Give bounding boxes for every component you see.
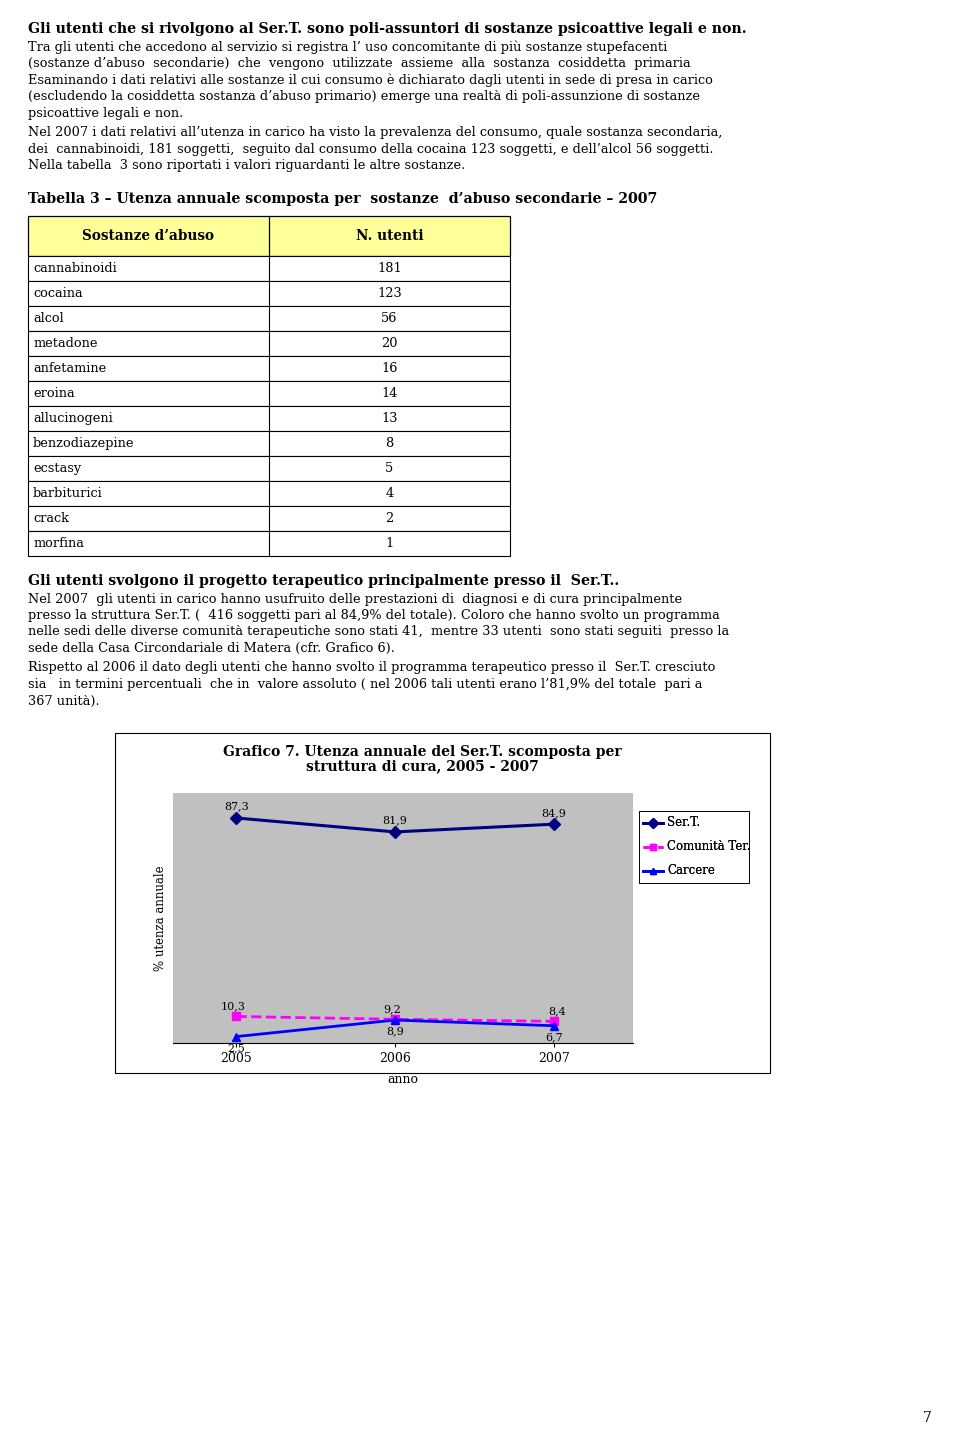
Text: eroina: eroina <box>33 387 75 400</box>
Text: cannabinoidi: cannabinoidi <box>33 262 117 275</box>
Text: 367 unità).: 367 unità). <box>28 695 100 708</box>
Text: 4: 4 <box>385 486 394 499</box>
Text: 8: 8 <box>385 437 394 450</box>
Text: Ser.T.: Ser.T. <box>667 816 700 829</box>
Bar <box>28 256 510 281</box>
Line: Ser.T.: Ser.T. <box>232 814 558 836</box>
Text: 123: 123 <box>377 286 402 299</box>
Ser.T. <box>390 823 401 840</box>
Text: presso la struttura Ser.T. (  416 soggetti pari al 84,9% del totale). Coloro che: presso la struttura Ser.T. ( 416 soggett… <box>28 609 720 622</box>
Text: Gli utenti che si rivolgono al Ser.T. sono poli-assuntori di sostanze psicoattiv: Gli utenti che si rivolgono al Ser.T. so… <box>28 22 747 36</box>
Text: cocaina: cocaina <box>33 286 83 299</box>
Ser.T. <box>548 816 560 833</box>
Text: Carcere: Carcere <box>667 865 715 878</box>
Text: metadone: metadone <box>33 337 98 350</box>
Comunità Ter. <box>390 1010 401 1027</box>
Bar <box>28 507 510 531</box>
Text: 2: 2 <box>385 512 394 525</box>
Text: 13: 13 <box>381 412 397 425</box>
Text: Rispetto al 2006 il dato degli utenti che hanno svolto il programma terapeutico : Rispetto al 2006 il dato degli utenti ch… <box>28 662 715 675</box>
Text: 20: 20 <box>381 337 397 350</box>
Text: nelle sedi delle diverse comunità terapeutiche sono stati 41,  mentre 33 utenti : nelle sedi delle diverse comunità terape… <box>28 626 730 639</box>
Text: 8,4: 8,4 <box>548 1006 565 1016</box>
Text: 14: 14 <box>381 387 397 400</box>
Text: 6,7: 6,7 <box>545 1032 563 1042</box>
Text: 2,5: 2,5 <box>228 1043 246 1053</box>
Text: 81,9: 81,9 <box>383 816 407 826</box>
Text: 16: 16 <box>381 363 397 376</box>
X-axis label: anno: anno <box>388 1073 419 1086</box>
Text: 9,2: 9,2 <box>383 1004 400 1014</box>
Bar <box>28 355 510 381</box>
Text: barbiturici: barbiturici <box>33 486 103 499</box>
Line: Comunità Ter.: Comunità Ter. <box>232 1012 558 1026</box>
Text: 5: 5 <box>385 462 394 475</box>
Text: 1: 1 <box>385 537 394 550</box>
Text: morfina: morfina <box>33 537 84 550</box>
Text: Carcere: Carcere <box>667 865 715 878</box>
Bar <box>28 307 510 331</box>
Text: (escludendo la cosiddetta sostanza d’abuso primario) emerge una realtà di poli-a: (escludendo la cosiddetta sostanza d’abu… <box>28 91 700 104</box>
Text: Grafico 7. Utenza annuale del Ser.T. scomposta per: Grafico 7. Utenza annuale del Ser.T. sco… <box>223 745 622 758</box>
Text: sia   in termini percentuali  che in  valore assoluto ( nel 2006 tali utenti era: sia in termini percentuali che in valore… <box>28 678 703 691</box>
Text: 84,9: 84,9 <box>541 807 566 817</box>
Text: Nel 2007  gli utenti in carico hanno usufruito delle prestazioni di  diagnosi e : Nel 2007 gli utenti in carico hanno usuf… <box>28 593 683 606</box>
Text: Ser.T.: Ser.T. <box>667 816 700 829</box>
Text: 181: 181 <box>377 262 402 275</box>
Text: 8,9: 8,9 <box>386 1026 404 1036</box>
Bar <box>28 381 510 406</box>
Bar <box>28 331 510 355</box>
Text: struttura di cura, 2005 - 2007: struttura di cura, 2005 - 2007 <box>306 758 539 773</box>
Text: anfetamine: anfetamine <box>33 363 107 376</box>
Text: sede della Casa Circondariale di Matera (cfr. Grafico 6).: sede della Casa Circondariale di Matera … <box>28 642 395 655</box>
Bar <box>28 481 510 507</box>
Text: 10,3: 10,3 <box>221 1002 246 1012</box>
Text: allucinogeni: allucinogeni <box>33 412 112 425</box>
Text: N. utenti: N. utenti <box>356 229 423 243</box>
Y-axis label: % utenza annuale: % utenza annuale <box>155 865 167 971</box>
Text: 7: 7 <box>924 1412 932 1425</box>
Text: Nel 2007 i dati relativi all’utenza in carico ha visto la prevalenza del consumo: Nel 2007 i dati relativi all’utenza in c… <box>28 127 722 140</box>
Bar <box>28 216 510 256</box>
Comunità Ter. <box>548 1013 560 1030</box>
Text: Esaminando i dati relativi alle sostanze il cui consumo è dichiarato dagli utent: Esaminando i dati relativi alle sostanze… <box>28 73 713 86</box>
Comunità Ter. <box>230 1007 242 1025</box>
Text: (sostanze d’abuso  secondarie)  che  vengono  utilizzate  assieme  alla  sostanz: (sostanze d’abuso secondarie) che vengon… <box>28 58 690 71</box>
Text: 87,3: 87,3 <box>224 802 249 812</box>
Text: benzodiazepine: benzodiazepine <box>33 437 134 450</box>
Bar <box>28 432 510 456</box>
Text: Nella tabella  3 sono riportati i valori riguardanti le altre sostanze.: Nella tabella 3 sono riportati i valori … <box>28 158 466 173</box>
Text: crack: crack <box>33 512 69 525</box>
Text: Comunità Ter.: Comunità Ter. <box>667 840 751 853</box>
Carcere <box>390 1012 401 1029</box>
Ser.T. <box>230 809 242 826</box>
Bar <box>28 531 510 555</box>
Text: dei  cannabinoidi, 181 soggetti,  seguito dal consumo della cocaina 123 soggetti: dei cannabinoidi, 181 soggetti, seguito … <box>28 142 713 155</box>
Bar <box>28 456 510 481</box>
Text: Tabella 3 – Utenza annuale scomposta per  sostanze  d’abuso secondarie – 2007: Tabella 3 – Utenza annuale scomposta per… <box>28 191 658 206</box>
Bar <box>28 281 510 307</box>
Text: alcol: alcol <box>33 312 63 325</box>
Text: ecstasy: ecstasy <box>33 462 82 475</box>
Text: Comunità Ter.: Comunità Ter. <box>667 840 751 853</box>
Text: Sostanze d’abuso: Sostanze d’abuso <box>83 229 214 243</box>
Text: 56: 56 <box>381 312 397 325</box>
Carcere <box>548 1017 560 1035</box>
Carcere <box>230 1027 242 1045</box>
Text: Tra gli utenti che accedono al servizio si registra l’ uso concomitante di più s: Tra gli utenti che accedono al servizio … <box>28 40 667 55</box>
Bar <box>639 812 749 884</box>
Text: psicoattive legali e non.: psicoattive legali e non. <box>28 106 183 119</box>
Text: Gli utenti svolgono il progetto terapeutico principalmente presso il  Ser.T..: Gli utenti svolgono il progetto terapeut… <box>28 574 619 589</box>
Bar <box>115 732 770 1073</box>
Line: Carcere: Carcere <box>232 1016 558 1040</box>
Bar <box>28 406 510 432</box>
